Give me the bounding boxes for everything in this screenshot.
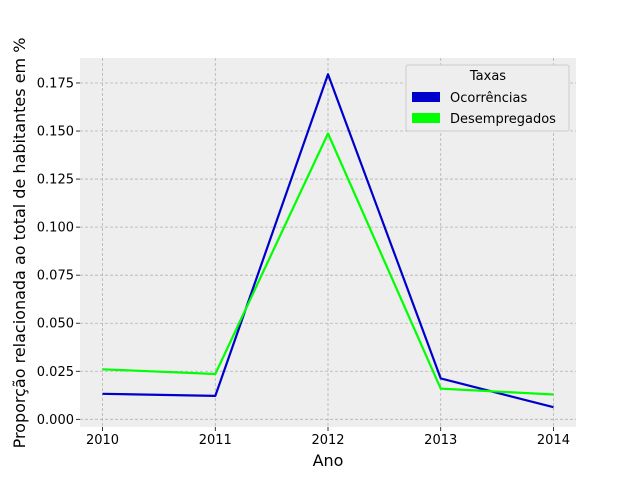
series-line-1	[102, 73, 554, 409]
legend-label: Ocorrências	[450, 91, 527, 106]
series-line-2	[102, 132, 554, 396]
x-axis-title: Ano	[313, 451, 344, 470]
y-tick-label: 0.000	[37, 413, 74, 428]
y-tick-label: 0.075	[37, 269, 74, 284]
legend-entries: Ocorrências Desempregados	[412, 91, 556, 127]
legend-title: Taxas	[469, 69, 506, 84]
y-tick-label: 0.025	[37, 365, 74, 380]
y-tick-label: 0.125	[37, 173, 74, 188]
legend-box	[405, 64, 570, 132]
y-axis-title: Proporção relacionada ao total de habita…	[10, 38, 29, 449]
legend-label: Desempregados	[450, 112, 556, 127]
x-axis-ticks: 2010 2011 2012 2013 2014	[86, 427, 570, 448]
x-tick-label: 2011	[199, 433, 232, 448]
x-tick-label: 2012	[311, 433, 344, 448]
x-tick-label: 2010	[86, 433, 119, 448]
legend-swatch	[412, 113, 440, 123]
y-tick-label: 0.150	[37, 125, 74, 140]
series-lines	[102, 73, 554, 409]
y-tick-label: 0.175	[37, 76, 74, 91]
y-tick-label: 0.100	[37, 221, 74, 236]
legend-swatch	[412, 92, 440, 102]
legend: Taxas Ocorrências Desempregados	[405, 64, 570, 132]
y-axis-ticks: 0.000 0.025 0.050 0.075 0.100 0.125 0.150 0.175	[37, 76, 80, 428]
x-tick-label: 2014	[537, 433, 570, 448]
x-tick-label: 2013	[424, 433, 457, 448]
y-tick-label: 0.050	[37, 317, 74, 332]
